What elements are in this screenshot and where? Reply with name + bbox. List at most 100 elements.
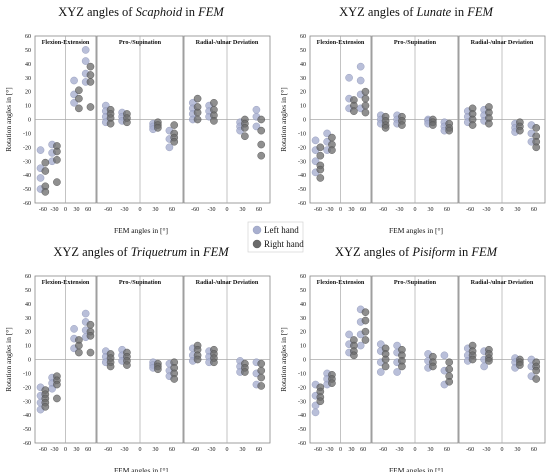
x-tick-label: -30 <box>326 207 334 213</box>
right-hand-point <box>257 140 266 149</box>
left-hand-point <box>345 73 353 82</box>
x-tick-label: -30 <box>483 207 491 213</box>
subplot-title: Pro-/Supination <box>119 39 162 46</box>
y-tick-label: 20 <box>300 90 306 96</box>
right-hand-point <box>41 167 50 175</box>
left-hand-point <box>36 146 45 154</box>
right-hand-point <box>257 359 266 368</box>
x-tick-label: 0 <box>501 207 504 213</box>
right-hand-point <box>53 147 61 156</box>
x-tick-label: 30 <box>152 447 158 453</box>
right-hand-point <box>485 357 493 365</box>
right-hand-point <box>257 382 266 390</box>
y-tick-label: -60 <box>298 441 306 447</box>
y-tick-label: -60 <box>298 201 306 207</box>
y-axis-label: Rotation angles in [°] <box>279 327 288 391</box>
left-hand-point <box>356 341 365 350</box>
right-hand-point <box>316 151 325 160</box>
y-tick-label: -40 <box>298 413 306 419</box>
x-tick-label: -60 <box>191 447 199 453</box>
right-hand-point <box>468 355 477 364</box>
right-hand-point <box>361 94 370 103</box>
x-axis-label: FEM angles in [°] <box>114 226 168 235</box>
right-hand-point <box>361 336 370 344</box>
y-tick-label: 30 <box>25 76 31 82</box>
y-tick-label: -10 <box>23 131 31 137</box>
right-hand-point <box>170 137 179 146</box>
chart-panel-2: XYZ angles of Triquetrum in FEM Rotation … <box>4 245 271 472</box>
x-tick-label: 30 <box>348 447 354 453</box>
right-hand-point <box>241 124 249 132</box>
y-tick-label: -20 <box>23 145 31 151</box>
x-tick-label: -30 <box>51 447 59 453</box>
left-hand-point <box>356 76 365 85</box>
right-hand-point <box>532 366 541 375</box>
y-tick-label: 60 <box>25 274 31 280</box>
right-hand-point <box>361 101 370 110</box>
x-tick-label: 30 <box>514 207 520 213</box>
right-hand-point <box>381 362 390 371</box>
y-tick-label: -40 <box>23 413 31 419</box>
left-hand-point <box>376 368 385 376</box>
chart-title-part: XYZ angles of <box>335 245 412 259</box>
chart-title-part: FEM <box>470 245 497 259</box>
left-hand-point <box>480 362 488 371</box>
y-tick-label: 50 <box>300 288 306 294</box>
right-hand-point <box>41 403 50 411</box>
right-hand-point <box>193 355 202 364</box>
right-hand-point <box>361 87 370 96</box>
right-hand-point <box>75 348 83 357</box>
right-hand-point <box>193 108 202 117</box>
right-hand-point <box>123 118 131 127</box>
y-tick-label: -10 <box>23 371 31 377</box>
subplot-title: Flexion-Extension <box>317 279 365 286</box>
y-tick-label: 0 <box>303 118 306 124</box>
x-tick-label: -60 <box>104 447 112 453</box>
x-tick-label: -60 <box>379 447 387 453</box>
right-hand-point <box>193 115 202 124</box>
chart-title-part: XYZ angles of <box>339 5 416 19</box>
right-hand-point <box>328 133 336 142</box>
left-hand-point <box>81 46 90 54</box>
right-hand-point <box>361 108 370 117</box>
right-hand-point <box>532 375 541 383</box>
right-hand-point <box>170 375 179 383</box>
y-axis-label: Rotation angles in [°] <box>279 87 288 151</box>
legend: Left hand Right hand <box>247 221 304 253</box>
y-tick-label: 50 <box>25 288 31 294</box>
left-hand-point <box>393 368 401 376</box>
x-tick-label: -60 <box>379 207 387 213</box>
x-tick-label: 0 <box>501 447 504 453</box>
left-hand-point <box>81 57 90 65</box>
x-tick-label: 0 <box>414 207 417 213</box>
subplot-title: Pro-/Supination <box>394 39 437 46</box>
right-hand-point <box>75 104 83 113</box>
chart-title-part: Lunate <box>416 5 452 19</box>
x-tick-label: 30 <box>427 207 433 213</box>
x-tick-label: 60 <box>256 207 262 213</box>
x-tick-label: -60 <box>314 207 322 213</box>
y-tick-label: 40 <box>25 302 31 308</box>
subplot-title: Radial-/ulnar Deviation <box>471 39 534 46</box>
subplot-title: Pro-/Supination <box>119 279 162 286</box>
y-tick-label: 50 <box>300 48 306 54</box>
x-tick-label: -30 <box>483 447 491 453</box>
legend-right-hand-label: Right hand <box>264 239 304 249</box>
y-tick-label: -40 <box>23 173 31 179</box>
y-tick-label: -50 <box>23 427 31 433</box>
x-tick-label: 60 <box>360 447 366 453</box>
right-hand-point <box>241 368 249 376</box>
chart-panel-0: XYZ angles of Scaphoid in FEM Rotation an… <box>4 5 271 235</box>
right-hand-point <box>328 146 336 154</box>
chart-title-part: FEM <box>466 5 493 19</box>
x-tick-label: -60 <box>39 207 47 213</box>
legend-left-hand-label: Left hand <box>264 225 299 235</box>
chart-title: XYZ angles of Triquetrum in FEM <box>53 245 229 259</box>
y-tick-label: 30 <box>300 316 306 322</box>
subplot-title: Radial-/ulnar Deviation <box>196 279 259 286</box>
x-tick-label: -60 <box>466 447 474 453</box>
subplot-title: Flexion-Extension <box>42 279 90 286</box>
chart-title-part: XYZ angles of <box>53 245 130 259</box>
x-tick-label: 0 <box>139 207 142 213</box>
